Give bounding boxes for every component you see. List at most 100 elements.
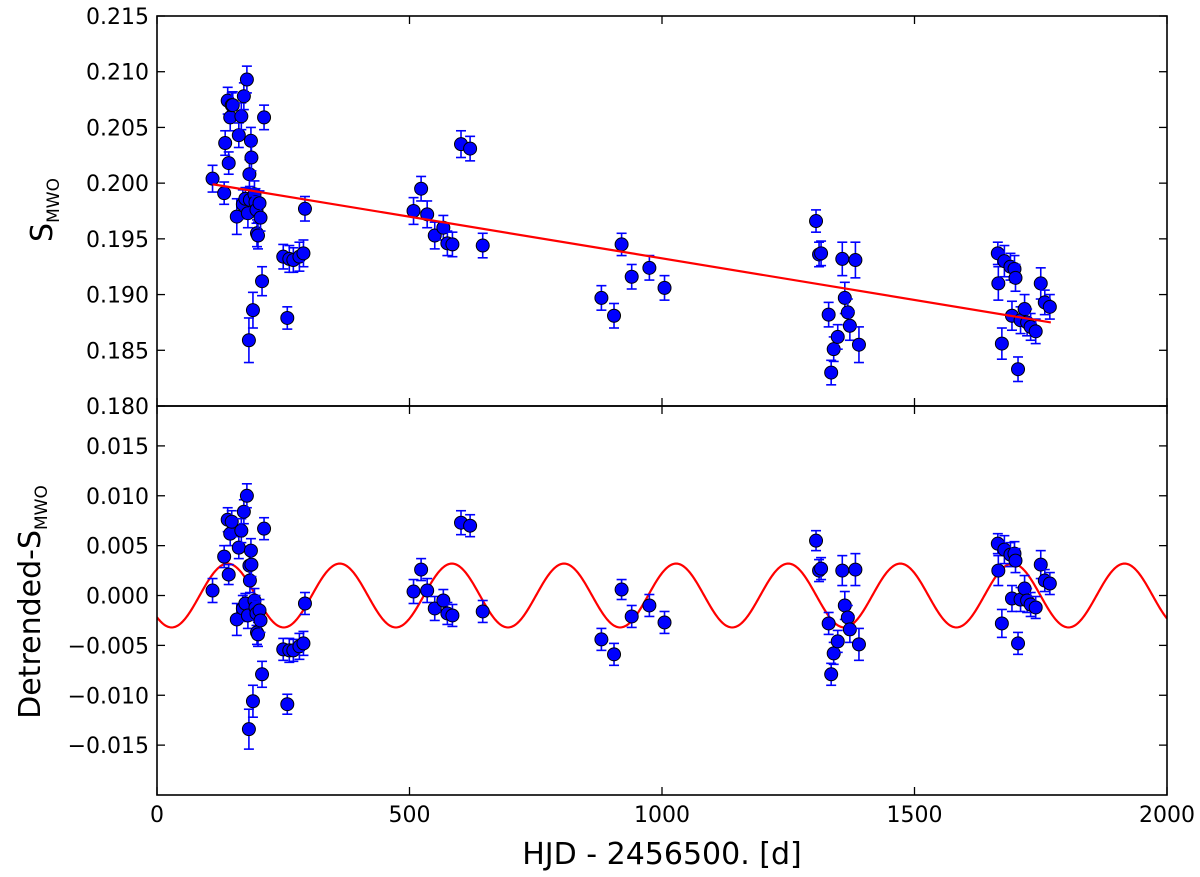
bottom-marker-54 (814, 561, 829, 576)
bottom-xtick-label-0: 0 (150, 803, 164, 828)
bottom-marker-46 (594, 632, 609, 647)
top-marker-60 (830, 329, 845, 344)
bottom-point-39 (427, 595, 442, 622)
bottom-point-73 (1011, 631, 1026, 656)
top-data-marks (205, 65, 1057, 386)
bottom-x-ticks: 0 500 1000 1500 2000 (150, 406, 1195, 828)
top-marker-52 (642, 260, 657, 275)
bottom-point-46 (594, 627, 609, 652)
bottom-marker-49 (624, 609, 639, 624)
panel-frames (156, 15, 1168, 796)
bottom-point-26 (253, 607, 268, 634)
top-point-10 (234, 102, 249, 131)
top-point-21 (245, 291, 260, 329)
bottom-marker-18 (244, 557, 259, 572)
top-point-20 (244, 143, 259, 172)
bottom-marker-56 (824, 667, 839, 682)
bottom-point-3 (221, 563, 236, 586)
bottom-point-34 (296, 630, 311, 657)
top-point-0 (205, 164, 220, 193)
bottom-xtick-label-3: 1500 (887, 803, 943, 828)
top-marker-9 (231, 128, 246, 143)
bottom-marker-64 (851, 637, 866, 652)
top-point-74 (1008, 263, 1023, 293)
top-point-58 (824, 359, 839, 386)
top-marker-36 (296, 246, 311, 261)
bottom-ytick-label-5: 0.010 (86, 485, 149, 510)
bottom-marker-12 (239, 488, 254, 503)
top-marker-2 (218, 136, 233, 151)
bottom-marker-3 (221, 567, 236, 582)
bottom-marker-39 (427, 601, 442, 616)
top-point-47 (475, 232, 490, 259)
bottom-point-59 (835, 554, 850, 587)
bottom-y-axis-title-main: Detrended-S (13, 530, 48, 719)
top-point-29 (255, 265, 270, 297)
bottom-marker-62 (842, 622, 857, 637)
bottom-point-36 (406, 578, 421, 605)
top-y-axis-title: SMWO (25, 178, 64, 242)
top-ytick-label-0: 0.180 (86, 395, 149, 420)
top-ytick-label-6: 0.210 (86, 61, 149, 86)
top-point-53 (657, 274, 672, 301)
top-point-51 (624, 263, 639, 290)
bottom-point-52 (809, 529, 824, 552)
bottom-xtick-label-2: 1000 (634, 803, 690, 828)
top-marker-17 (242, 167, 257, 182)
bottom-point-45 (475, 599, 490, 624)
top-marker-4 (221, 156, 236, 171)
bottom-point-18 (244, 551, 259, 578)
top-point-80 (1028, 318, 1043, 345)
bottom-point-30 (280, 693, 295, 716)
top-point-49 (607, 302, 622, 329)
top-marker-16 (241, 333, 256, 348)
top-marker-47 (475, 238, 490, 253)
bottom-marker-1 (217, 549, 232, 564)
top-marker-75 (1011, 362, 1026, 377)
top-point-56 (814, 240, 829, 267)
top-marker-12 (236, 89, 251, 104)
bottom-marker-81 (1042, 576, 1057, 591)
top-marker-37 (297, 201, 312, 216)
top-point-26 (251, 221, 265, 250)
bottom-marker-44 (463, 518, 478, 533)
bottom-point-19 (245, 684, 260, 719)
bottom-marker-28 (257, 521, 272, 536)
bottom-marker-36 (406, 584, 421, 599)
top-point-54 (809, 209, 824, 233)
top-point-61 (835, 241, 850, 277)
bottom-point-28 (257, 516, 272, 541)
top-trend-line (212, 183, 1052, 324)
top-marker-69 (994, 336, 1009, 351)
bottom-marker-51 (657, 615, 672, 630)
top-marker-21 (245, 303, 260, 318)
top-marker-50 (614, 237, 629, 252)
top-marker-66 (851, 337, 866, 352)
bottom-point-62 (842, 615, 857, 644)
top-marker-74 (1008, 270, 1023, 285)
top-marker-80 (1028, 324, 1043, 339)
top-point-36 (296, 239, 311, 268)
bottom-point-35 (297, 591, 312, 616)
top-point-64 (842, 310, 857, 342)
bottom-marker-45 (475, 604, 490, 619)
bottom-point-12 (239, 482, 254, 509)
top-point-57 (821, 301, 836, 328)
top-point-9 (231, 122, 246, 149)
bottom-marker-27 (255, 667, 270, 682)
bottom-ytick-label-3: 0.000 (86, 585, 149, 610)
top-marker-7 (225, 98, 240, 113)
bottom-plot-area (157, 482, 1167, 750)
bottom-marker-63 (848, 562, 863, 577)
bottom-point-55 (821, 611, 836, 636)
top-marker-51 (624, 269, 639, 284)
top-plot-area (205, 65, 1057, 386)
top-point-69 (994, 327, 1009, 361)
top-marker-81 (1033, 276, 1048, 291)
bottom-marker-72 (1008, 553, 1023, 568)
top-point-28 (253, 203, 268, 232)
top-ytick-label-7: 0.215 (86, 5, 149, 30)
top-marker-10 (234, 109, 249, 124)
top-y-axis-title-sub: MWO (44, 178, 64, 223)
bottom-marker-35 (297, 596, 312, 611)
